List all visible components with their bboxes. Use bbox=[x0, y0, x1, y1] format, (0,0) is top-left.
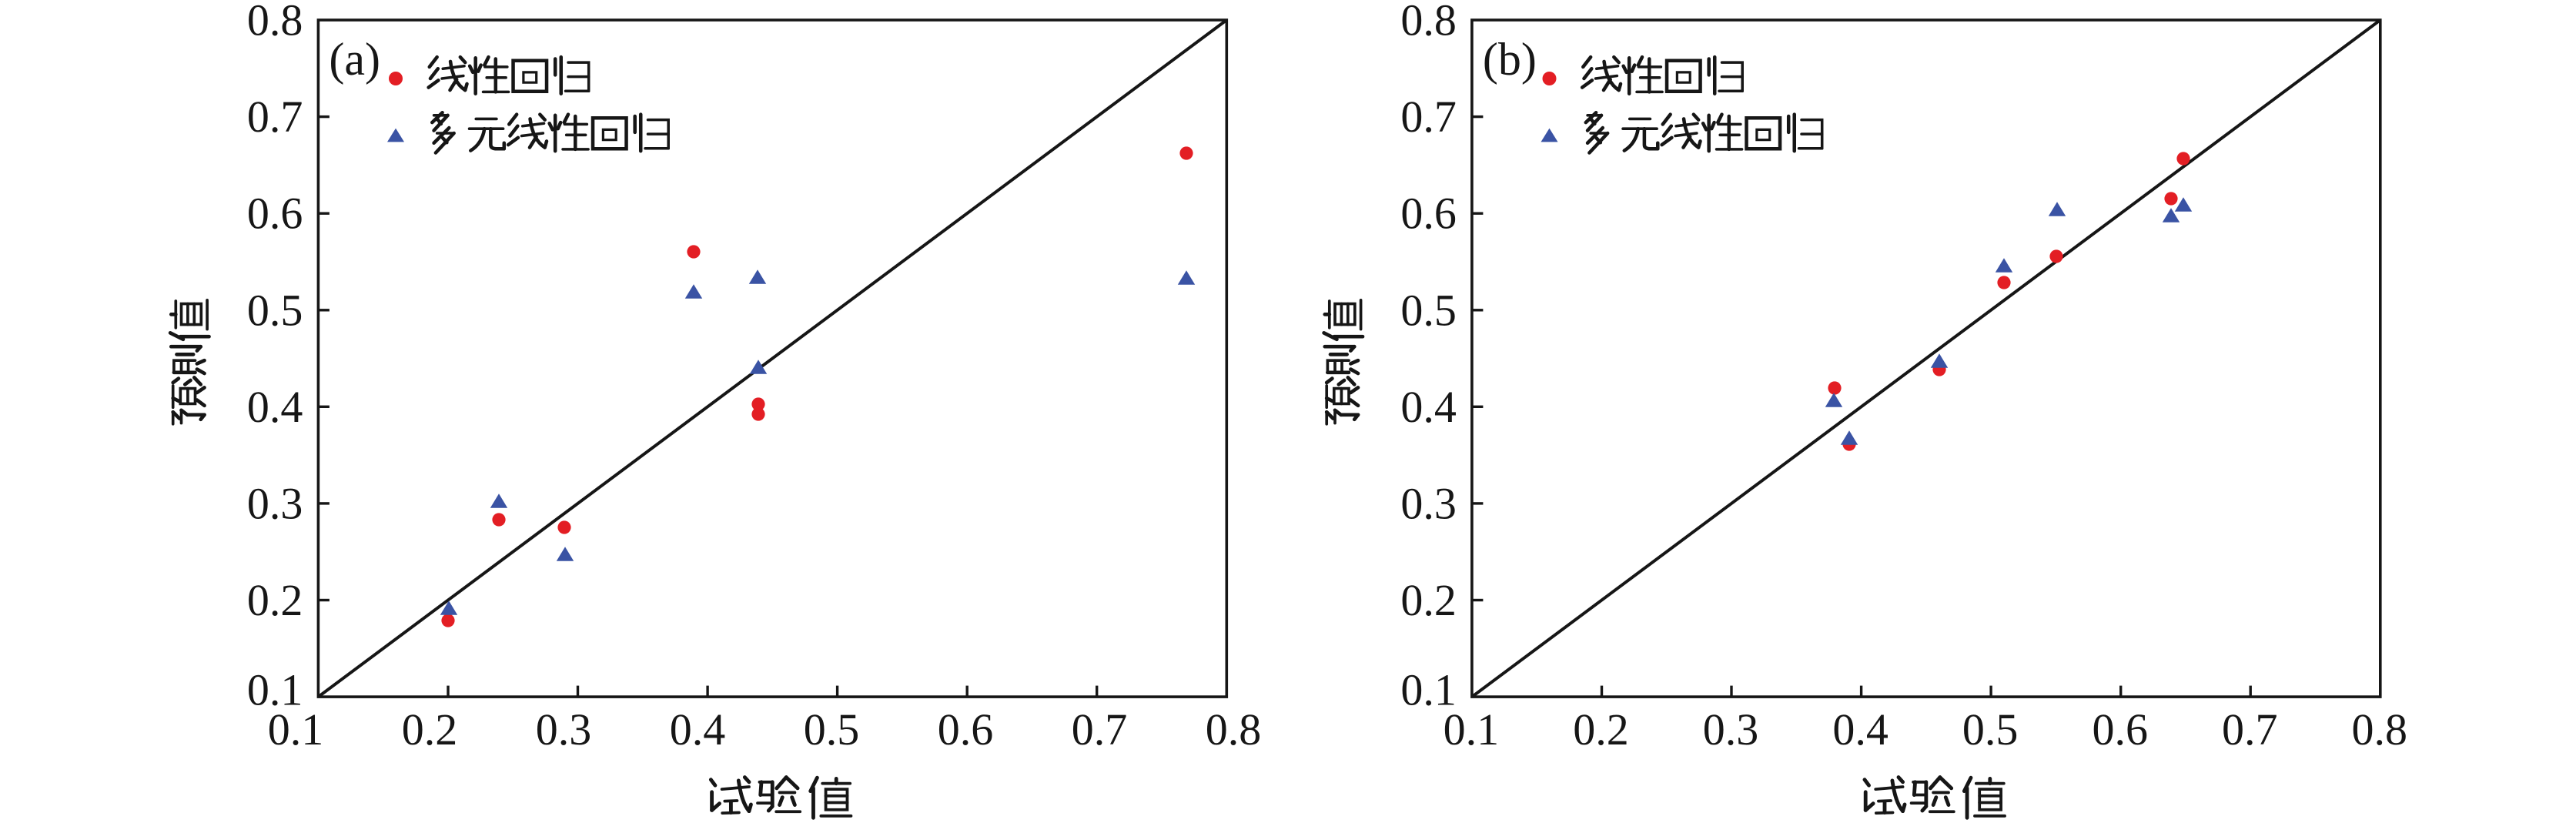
svg-text:0.3: 0.3 bbox=[1400, 478, 1457, 528]
svg-text:0.2: 0.2 bbox=[402, 704, 458, 754]
svg-text:0.4: 0.4 bbox=[670, 704, 726, 754]
svg-text:0.3: 0.3 bbox=[247, 478, 303, 528]
svg-text:0.8: 0.8 bbox=[2352, 704, 2408, 754]
svg-text:0.1: 0.1 bbox=[1444, 704, 1500, 754]
svg-text:(b): (b) bbox=[1483, 34, 1537, 85]
svg-text:0.7: 0.7 bbox=[247, 92, 303, 142]
svg-text:0.5: 0.5 bbox=[804, 704, 860, 754]
svg-text:0.8: 0.8 bbox=[1400, 0, 1457, 45]
svg-text:0.2: 0.2 bbox=[1400, 575, 1457, 625]
svg-text:0.1: 0.1 bbox=[1400, 665, 1457, 715]
svg-text:(a): (a) bbox=[329, 34, 380, 85]
svg-text:0.6: 0.6 bbox=[1400, 189, 1457, 239]
svg-text:0.2: 0.2 bbox=[247, 575, 303, 625]
svg-text:0.3: 0.3 bbox=[1703, 704, 1759, 754]
svg-text:0.6: 0.6 bbox=[247, 189, 303, 239]
svg-text:0.5: 0.5 bbox=[247, 285, 303, 335]
svg-text:0.2: 0.2 bbox=[1573, 704, 1629, 754]
svg-text:0.5: 0.5 bbox=[1962, 704, 2019, 754]
svg-text:0.8: 0.8 bbox=[1206, 704, 1262, 754]
svg-text:0.7: 0.7 bbox=[1400, 92, 1457, 142]
svg-text:0.4: 0.4 bbox=[1400, 382, 1457, 432]
svg-text:0.3: 0.3 bbox=[536, 704, 592, 754]
svg-text:0.8: 0.8 bbox=[247, 0, 303, 45]
svg-text:0.7: 0.7 bbox=[2222, 704, 2278, 754]
svg-text:0.1: 0.1 bbox=[247, 665, 303, 715]
svg-text:0.5: 0.5 bbox=[1400, 285, 1457, 335]
svg-text:0.4: 0.4 bbox=[1832, 704, 1889, 754]
svg-text:0.6: 0.6 bbox=[938, 704, 994, 754]
svg-text:0.6: 0.6 bbox=[2092, 704, 2148, 754]
svg-text:0.1: 0.1 bbox=[268, 704, 324, 754]
svg-text:0.7: 0.7 bbox=[1072, 704, 1128, 754]
svg-text:0.4: 0.4 bbox=[247, 382, 303, 432]
